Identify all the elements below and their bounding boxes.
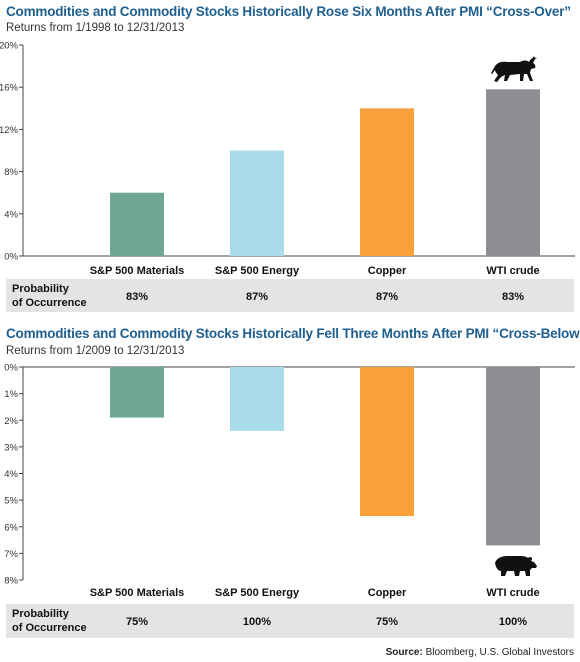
chart-1-category-label: S&P 500 Materials xyxy=(90,265,185,277)
chart-1-category-label: S&P 500 Energy xyxy=(215,265,300,277)
chart-1: 0% 4% 8% 12% 16% 20% S&P 500 Materials S&P 500… xyxy=(0,41,575,312)
chart-2-probability-value: 75% xyxy=(376,616,398,628)
chart-1-y-tick-label: 4% xyxy=(4,209,18,220)
chart-1-bar xyxy=(230,150,284,256)
chart-1-category-label: WTI crude xyxy=(486,265,539,277)
chart-1-bar xyxy=(110,192,164,256)
chart-1-probability-band xyxy=(6,279,574,312)
chart-1-probability-value: 83% xyxy=(502,291,524,303)
chart-2-y-tick-label: 4% xyxy=(4,469,18,480)
chart-1-category-label: Copper xyxy=(368,265,407,277)
chart-1-y-tick-label: 20% xyxy=(0,41,19,52)
source-label: Source: xyxy=(385,647,423,658)
chart-1-bar xyxy=(486,89,540,256)
chart-2-bar xyxy=(110,367,164,418)
chart-1-probability-value: 87% xyxy=(376,291,398,303)
chart-2-probability-band xyxy=(6,604,574,638)
chart-2-y-tick-label: 0% xyxy=(4,363,18,374)
chart-2-y-tick-label: 6% xyxy=(4,522,18,533)
bear-icon xyxy=(495,556,537,576)
chart-2-title: Commodities and Commodity Stocks Histori… xyxy=(6,326,580,341)
chart-2-category-label: S&P 500 Materials xyxy=(90,587,185,599)
chart-1-probability-value: 83% xyxy=(126,291,148,303)
chart-1-probability-value: 87% xyxy=(246,291,268,303)
chart-2-category-label: Copper xyxy=(368,587,407,599)
chart-2-subtitle: Returns from 1/2009 to 12/31/2013 xyxy=(6,345,185,357)
chart-2-probability-label-line2: of Occurrence xyxy=(12,622,87,634)
chart-1-title: Commodities and Commodity Stocks Histori… xyxy=(6,4,571,19)
chart-2-bar xyxy=(360,367,414,517)
chart-2-y-tick-label: 2% xyxy=(4,416,18,427)
chart-2-category-label: S&P 500 Energy xyxy=(215,587,300,599)
chart-2-y-tick-label: 5% xyxy=(4,496,18,507)
bull-icon xyxy=(491,56,537,82)
chart-1-y-tick-label: 8% xyxy=(4,167,18,178)
chart-2-category-label: WTI crude xyxy=(486,587,539,599)
chart-1-probability-label-line2: of Occurrence xyxy=(12,297,87,309)
chart-2-probability-value: 100% xyxy=(243,616,271,628)
chart-2-bar xyxy=(230,367,284,431)
chart-2-probability-value: 75% xyxy=(126,616,148,628)
chart-2: 0% 1% 2% 3% 4% 5% 6% 7% 8% S&P 500 Materials S&P … xyxy=(4,363,575,638)
chart-2-y-tick-label: 3% xyxy=(4,442,18,453)
source-note: Source: Bloomberg, U.S. Global Investors xyxy=(386,647,574,658)
chart-2-y-tick-label: 8% xyxy=(4,576,18,587)
chart-1-y-tick-label: 16% xyxy=(0,83,19,94)
chart-1-bar xyxy=(360,108,414,256)
source-text: Bloomberg, U.S. Global Investors xyxy=(425,647,574,658)
chart-1-subtitle: Returns from 1/1998 to 12/31/2013 xyxy=(6,22,185,34)
chart-2-bar xyxy=(486,367,540,546)
chart-1-probability-label-line1: Probability xyxy=(12,283,70,295)
chart-1-y-tick-label: 0% xyxy=(4,252,18,263)
chart-2-probability-label-line1: Probability xyxy=(12,608,70,620)
chart-1-y-tick-label: 12% xyxy=(0,125,19,136)
chart-2-probability-value: 100% xyxy=(499,616,527,628)
chart-2-y-tick-label: 1% xyxy=(4,389,18,400)
chart-2-y-tick-label: 7% xyxy=(4,549,18,560)
